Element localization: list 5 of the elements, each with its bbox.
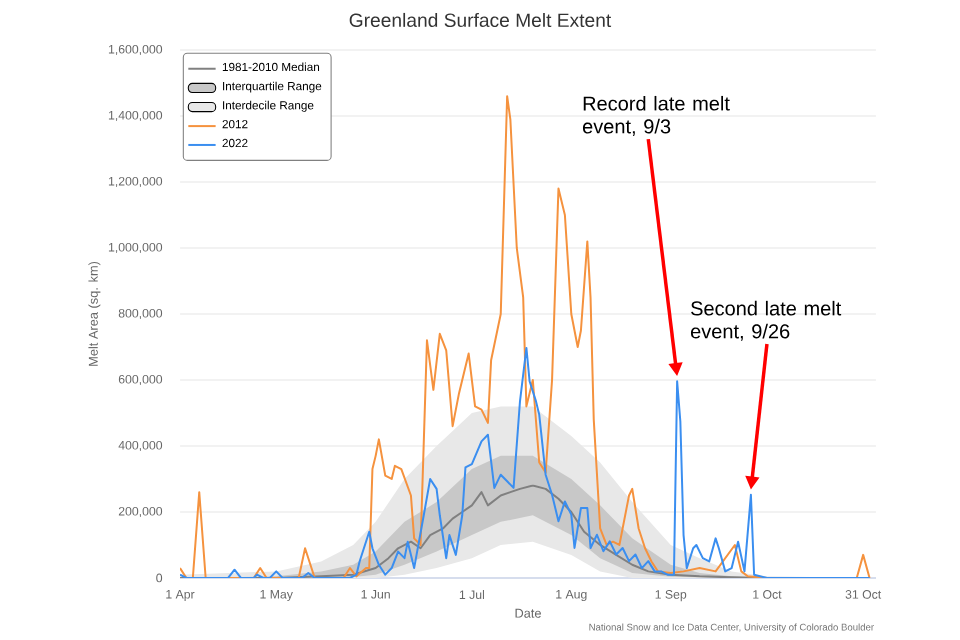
annotation: Record late melt event, 9/3 [582,95,730,136]
line-series [180,95,871,578]
annotation: Second late melt event, 9/26 [690,300,842,341]
line-series [180,346,871,578]
chart-title: Greenland Surface Melt Extent [349,12,612,28]
